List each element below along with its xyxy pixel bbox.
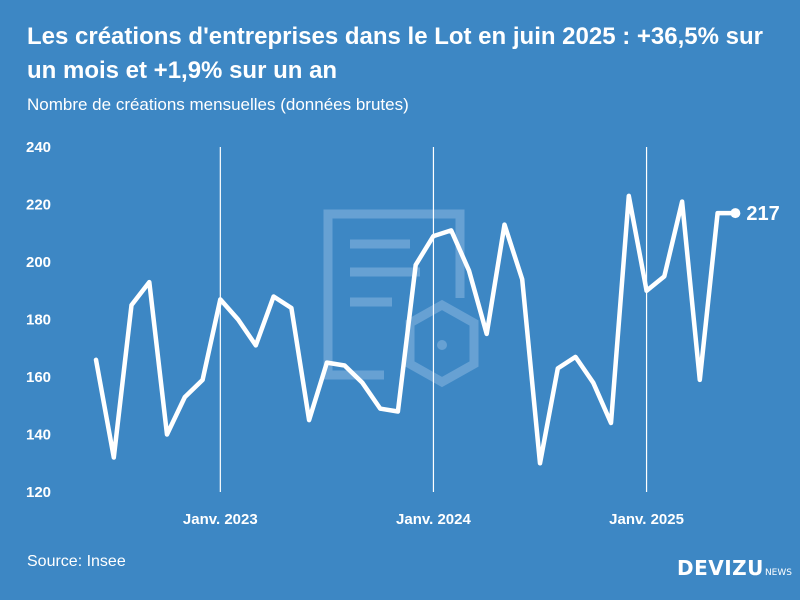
source-note: Source: Insee	[27, 553, 126, 570]
chart-subtitle: Nombre de créations mensuelles (données …	[27, 95, 409, 114]
y-tick-label: 240	[26, 139, 51, 156]
brand-name: DEVIZU	[677, 556, 764, 580]
y-tick-label: 160	[26, 369, 51, 386]
y-tick-label: 120	[26, 484, 51, 501]
y-tick-label: 180	[26, 312, 51, 329]
brand-logo: DEVIZUNEWS	[677, 556, 792, 580]
document-gear-icon	[323, 209, 479, 388]
brand-suffix: NEWS	[764, 568, 792, 578]
y-tick-label: 200	[26, 254, 51, 271]
series-line	[93, 193, 738, 466]
last-point-marker	[730, 208, 741, 219]
x-tick-label: Janv. 2024	[396, 511, 471, 528]
y-tick-label: 140	[26, 427, 51, 444]
x-tick-label: Janv. 2025	[609, 511, 684, 528]
chart-title: Les créations d'entreprises dans le Lot …	[27, 23, 763, 84]
last-value-label: 217	[746, 203, 779, 225]
y-tick-label: 220	[26, 197, 51, 214]
x-tick-label: Janv. 2023	[183, 511, 258, 528]
